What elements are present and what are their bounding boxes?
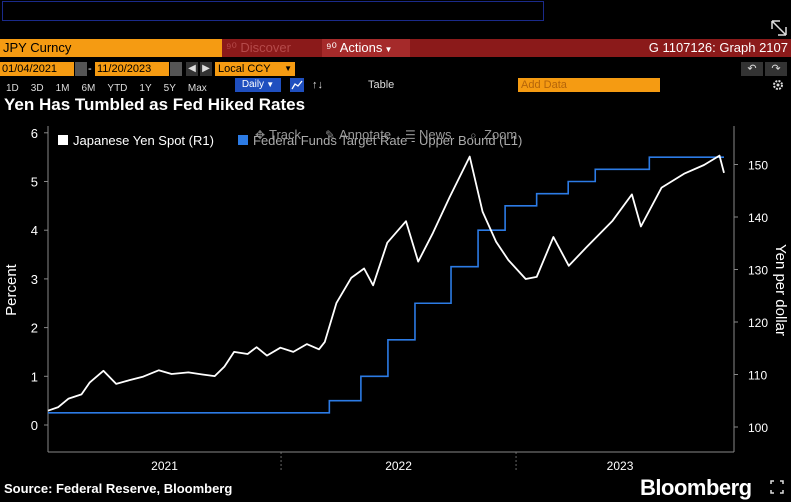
currency-select[interactable]: Local CCY ▼ bbox=[215, 62, 295, 76]
period-1m[interactable]: 1M bbox=[55, 83, 70, 94]
date-separator: - bbox=[88, 63, 92, 75]
right-tick-label: 110 bbox=[748, 369, 767, 383]
source-note: Source: Federal Reserve, Bloomberg bbox=[4, 481, 233, 496]
period-buttons: 1D 3D 1M 6M YTD 1Y 5Y Max bbox=[0, 78, 213, 94]
prev-period-button[interactable]: ◀ bbox=[186, 62, 198, 76]
bloomberg-logo: Bloomberg bbox=[640, 475, 752, 500]
discover-label: Discover bbox=[240, 40, 291, 55]
chart-overlay-menu: ✥ Track ✎ Annotate ☰ News ⌕ Zoom bbox=[255, 127, 517, 142]
right-tick-label: 150 bbox=[748, 159, 768, 173]
calendar-icon[interactable] bbox=[170, 62, 182, 76]
share-icon[interactable] bbox=[768, 478, 786, 496]
period-ytd[interactable]: YTD bbox=[107, 83, 128, 94]
chevron-down-icon: ▼ bbox=[382, 45, 393, 54]
overlay-zoom: Zoom bbox=[484, 127, 517, 142]
left-tick-label: 6 bbox=[31, 126, 38, 141]
left-tick-label: 3 bbox=[31, 272, 38, 287]
right-tick-label: 140 bbox=[748, 211, 768, 225]
actions-label: Actions bbox=[339, 40, 383, 55]
left-tick-label: 5 bbox=[31, 175, 38, 190]
chart-title: Yen Has Tumbled as Fed Hiked Rates bbox=[4, 95, 306, 114]
graph-code: G 1107126: Graph 2107 bbox=[648, 40, 788, 55]
start-date-input[interactable]: 01/04/2021 bbox=[0, 62, 74, 76]
end-date-input[interactable]: 11/20/2023 bbox=[95, 62, 169, 76]
redo-icon[interactable]: ↷ bbox=[765, 62, 787, 76]
calendar-icon[interactable] bbox=[75, 62, 87, 76]
fed-funds-line bbox=[48, 156, 724, 414]
line-chart-icon[interactable] bbox=[290, 78, 304, 92]
period-3d[interactable]: 3D bbox=[30, 83, 44, 94]
grid-lines bbox=[280, 452, 517, 472]
period-1d[interactable]: 1D bbox=[6, 83, 19, 94]
table-button[interactable]: Table bbox=[368, 79, 395, 91]
command-line-input[interactable] bbox=[2, 1, 544, 21]
overlay-news: News bbox=[419, 127, 452, 142]
left-tick-label: 0 bbox=[31, 418, 38, 433]
yen-spot-line bbox=[47, 154, 725, 412]
overlay-icon: ☰ bbox=[405, 128, 416, 142]
left-axis-title: Percent bbox=[3, 263, 20, 316]
right-tick-label: 100 bbox=[748, 421, 768, 435]
axes: 0 1 2 3 4 5 6 100 110 120 130 140 150 2021 2022 2023 Per… bbox=[3, 126, 789, 473]
right-tick-label: 120 bbox=[748, 316, 768, 330]
discover-menu[interactable]: ⁹⁰ Discover bbox=[226, 39, 319, 57]
chevron-down-icon: ▼ bbox=[264, 80, 275, 89]
chevron-down-icon: ▼ bbox=[284, 64, 292, 73]
overlay-track: Track bbox=[269, 127, 302, 142]
legend-swatch-fed bbox=[238, 135, 248, 145]
sort-icon[interactable]: ↑↓ bbox=[312, 79, 323, 91]
overlay-icon: ✎ bbox=[325, 128, 335, 142]
left-tick-label: 1 bbox=[31, 369, 38, 384]
add-data-input[interactable]: Add Data bbox=[518, 78, 660, 92]
period-max[interactable]: Max bbox=[187, 83, 207, 94]
undo-icon[interactable]: ↶ bbox=[741, 62, 763, 76]
x-tick-label: 2023 bbox=[607, 459, 634, 473]
x-tick-label: 2022 bbox=[385, 459, 412, 473]
gear-icon[interactable] bbox=[771, 78, 785, 92]
period-6m[interactable]: 6M bbox=[81, 83, 96, 94]
x-tick-label: 2021 bbox=[151, 459, 178, 473]
frequency-select[interactable]: Daily ▼ bbox=[235, 78, 281, 92]
frequency-label: Daily bbox=[241, 79, 265, 90]
right-tick-label: 130 bbox=[748, 264, 768, 278]
ticker-field[interactable]: JPY Curncy bbox=[0, 39, 222, 57]
expand-icon[interactable] bbox=[771, 20, 787, 36]
legend-swatch-yen bbox=[58, 135, 68, 145]
legend: Japanese Yen Spot (R1) Federal Funds Targ… bbox=[58, 133, 522, 148]
overlay-annotate: Annotate bbox=[339, 127, 391, 142]
right-axis-title: Yen per dollar bbox=[772, 244, 789, 336]
actions-icon: ⁹⁰ bbox=[326, 40, 340, 55]
overlay-icon: ⌕ bbox=[470, 128, 477, 142]
left-tick-label: 2 bbox=[31, 321, 38, 336]
series-layer bbox=[47, 154, 725, 414]
legend-label-fed: Federal Funds Target Rate - Upper Bound … bbox=[253, 133, 522, 148]
legend-label-yen: Japanese Yen Spot (R1) bbox=[73, 133, 214, 148]
currency-label: Local CCY bbox=[218, 63, 271, 75]
overlay-icon: ✥ bbox=[255, 128, 265, 142]
next-period-button[interactable]: ▶ bbox=[200, 62, 212, 76]
period-1y[interactable]: 1Y bbox=[139, 83, 152, 94]
left-tick-label: 4 bbox=[31, 223, 38, 238]
period-5y[interactable]: 5Y bbox=[163, 83, 176, 94]
discover-icon: ⁹⁰ bbox=[226, 40, 241, 55]
actions-menu[interactable]: ⁹⁰ Actions ▼ bbox=[322, 39, 410, 57]
